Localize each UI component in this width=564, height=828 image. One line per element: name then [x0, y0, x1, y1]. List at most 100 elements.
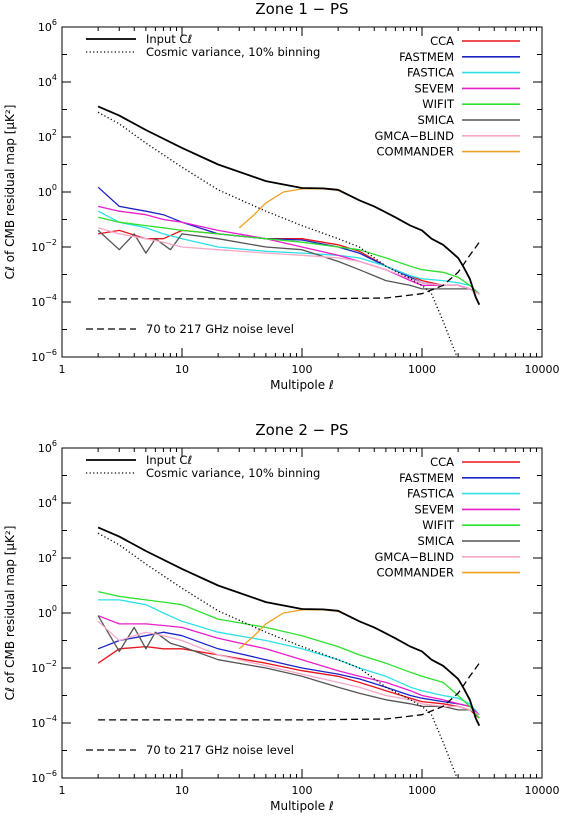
x-axis-label: Multipole ℓ: [270, 799, 334, 813]
legend-label: GMCA−BLIND: [374, 550, 454, 564]
legend-label: FASTICA: [407, 487, 454, 501]
y-tick-label: 102: [38, 549, 57, 565]
x-axis-label: Multipole ℓ: [270, 378, 334, 392]
x-tick-label: 1000: [408, 363, 436, 376]
y-tick-label: 10−2: [31, 659, 57, 675]
series-line-cca: [97, 645, 480, 719]
y-tick-exponent: −2: [45, 659, 57, 668]
legend-label: WIFIT: [422, 518, 455, 532]
x-tick-label: 100: [292, 784, 313, 797]
plot-frame: [61, 26, 543, 358]
x-tick-label: 100: [292, 363, 313, 376]
y-tick-base: 10: [31, 717, 45, 730]
legend-label: CCA: [430, 34, 454, 48]
chart-title: Zone 2 − PS: [255, 421, 348, 439]
legend-label: SMICA: [417, 113, 454, 127]
x-tick-label: 10: [175, 363, 189, 376]
y-tick-exponent: −4: [45, 714, 57, 723]
series-line-70-to-217-ghz-noise-level: [98, 662, 480, 721]
y-tick-label: 102: [38, 128, 57, 144]
legend-label: Cosmic variance, 10% binning: [146, 466, 320, 480]
y-tick-label: 100: [38, 604, 57, 620]
y-tick-exponent: −6: [45, 769, 57, 778]
y-axis-label: Cℓ of CMB residual map [μK²]: [3, 105, 17, 280]
y-tick-base: 10: [31, 296, 45, 309]
legend-label: WIFIT: [422, 97, 455, 111]
y-tick-label: 10−6: [31, 769, 57, 785]
y-tick-label: 104: [38, 494, 57, 510]
series-line-smica: [97, 229, 480, 295]
x-tick-label: 10: [175, 784, 189, 797]
y-tick-base: 10: [38, 607, 52, 620]
y-tick-label: 10−2: [31, 238, 57, 254]
y-tick-exponent: 0: [52, 183, 57, 192]
series-line-gmca-blind: [97, 227, 480, 295]
y-tick-base: 10: [38, 497, 52, 510]
y-tick-exponent: 2: [52, 549, 57, 558]
series-line-fastica: [97, 210, 480, 295]
plot-frame: [61, 447, 543, 779]
series-line-gmca-blind: [97, 620, 480, 716]
y-tick-exponent: −2: [45, 238, 57, 247]
y-tick-base: 10: [31, 662, 45, 675]
y-tick-label: 10−6: [31, 348, 57, 364]
y-tick-base: 10: [38, 76, 52, 89]
legend-label: FASTICA: [407, 66, 454, 80]
legend-label: CCA: [430, 455, 454, 469]
series-group: [97, 105, 481, 357]
y-tick-base: 10: [38, 552, 52, 565]
legend-label: COMMANDER: [376, 566, 454, 580]
y-tick-label: 10−4: [31, 293, 57, 309]
y-tick-label: 106: [38, 18, 57, 34]
y-tick-base: 10: [38, 442, 52, 455]
series-group: [97, 526, 481, 778]
series-line-70-to-217-ghz-noise-level: [98, 241, 480, 300]
y-tick-exponent: 4: [52, 494, 57, 503]
y-tick-exponent: 4: [52, 73, 57, 82]
legend-label: SEVEM: [414, 81, 454, 95]
series-line-wifit: [97, 216, 480, 295]
legend-label: Cosmic variance, 10% binning: [146, 45, 320, 59]
legend-label: GMCA−BLIND: [374, 129, 454, 143]
chart-panel-2: Zone 2 − PS1 10 100 1000 1000010−610−410−210…: [3, 421, 560, 813]
x-tick-label: 1000: [408, 784, 436, 797]
series-line-fastica: [98, 599, 480, 716]
y-tick-exponent: −4: [45, 293, 57, 302]
legend-label: Input Cℓ: [146, 453, 192, 467]
legend-label: FASTMEM: [399, 50, 454, 64]
legend-label: Input Cℓ: [146, 32, 192, 46]
y-tick-base: 10: [38, 186, 52, 199]
x-tick-label: 1: [59, 363, 66, 376]
y-tick-base: 10: [31, 351, 45, 364]
legend-label: 70 to 217 GHz noise level: [146, 322, 294, 336]
y-tick-label: 106: [38, 439, 57, 455]
y-tick-label: 104: [38, 73, 57, 89]
y-tick-label: 10−4: [31, 714, 57, 730]
chart-title: Zone 1 − PS: [255, 0, 348, 18]
legend-label: 70 to 217 GHz noise level: [146, 743, 294, 757]
y-tick-exponent: 2: [52, 128, 57, 137]
y-tick-exponent: −6: [45, 348, 57, 357]
legend-label: COMMANDER: [376, 145, 454, 159]
series-line-input-c: [97, 105, 481, 306]
legend-label: FASTMEM: [399, 471, 454, 485]
legend-label: SEVEM: [414, 502, 454, 516]
y-tick-base: 10: [31, 772, 45, 785]
x-tick-label: 10000: [525, 784, 560, 797]
y-tick-exponent: 0: [52, 604, 57, 613]
series-line-input-c: [97, 526, 481, 727]
x-tick-label: 1: [59, 784, 66, 797]
legend-label: SMICA: [417, 534, 454, 548]
chart-panel-1: Zone 1 − PS1 10 100 1000 1000010−610−410−210…: [3, 0, 560, 392]
y-tick-exponent: 6: [52, 18, 57, 27]
y-tick-label: 100: [38, 183, 57, 199]
y-tick-exponent: 6: [52, 439, 57, 448]
series-line-wifit: [97, 590, 480, 719]
y-tick-base: 10: [38, 131, 52, 144]
y-tick-base: 10: [38, 21, 52, 34]
series-line-sevem: [97, 615, 480, 716]
y-tick-base: 10: [31, 241, 45, 254]
y-axis-label: Cℓ of CMB residual map [μK²]: [3, 526, 17, 701]
x-tick-label: 10000: [525, 363, 560, 376]
